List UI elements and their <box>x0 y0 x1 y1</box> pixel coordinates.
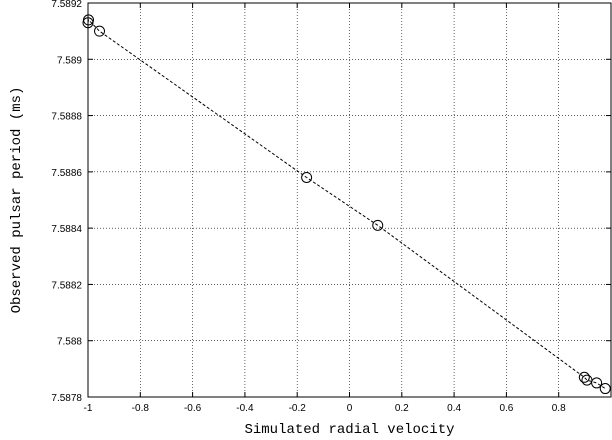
y-tick-label: 7.589 <box>57 55 82 66</box>
y-tick-label: 7.5878 <box>51 393 82 404</box>
data-point <box>599 383 611 395</box>
axis-ticks <box>87 2 611 398</box>
data-point <box>94 25 106 37</box>
y-tick-label: 7.5882 <box>51 280 82 291</box>
data-point <box>301 171 313 183</box>
grid-lines <box>88 3 611 397</box>
y-tick-label: 7.5892 <box>51 0 82 10</box>
data-point <box>578 371 590 383</box>
series-line <box>87 18 606 389</box>
x-axis-title: Simulated radial velocity <box>244 422 454 438</box>
y-tick-label: 7.5886 <box>51 168 82 179</box>
y-tick-label: 7.588 <box>57 337 82 348</box>
x-tick-label: -1 <box>84 403 93 414</box>
data-point <box>591 377 603 389</box>
x-tick-label: 0.4 <box>447 403 461 414</box>
x-tick-label: -0.6 <box>184 403 202 414</box>
x-tick-label: -0.2 <box>289 403 307 414</box>
x-tick-labels: -1 -0.8 -0.6 -0.4 -0.2 0 0.2 0.4 0.6 0.8 <box>84 403 567 414</box>
x-tick-label: 0.8 <box>552 403 566 414</box>
y-axis-title: Observed pulsar period (ms) <box>9 87 25 314</box>
data-point <box>372 219 384 231</box>
data-point <box>581 374 593 386</box>
data-point <box>83 14 95 26</box>
x-tick-label: 0.6 <box>499 403 513 414</box>
y-tick-label: 7.5888 <box>51 112 82 123</box>
x-tick-label: -0.4 <box>236 403 254 414</box>
plot-frame <box>87 2 612 398</box>
x-tick-label: 0.2 <box>395 403 409 414</box>
y-tick-label: 7.5884 <box>51 224 82 235</box>
x-tick-label: 0 <box>347 403 353 414</box>
x-tick-label: -0.8 <box>132 403 150 414</box>
data-series <box>82 14 611 395</box>
y-tick-labels: 7.5878 7.588 7.5882 7.5884 7.5886 7.5888 7.589… <box>51 0 82 404</box>
